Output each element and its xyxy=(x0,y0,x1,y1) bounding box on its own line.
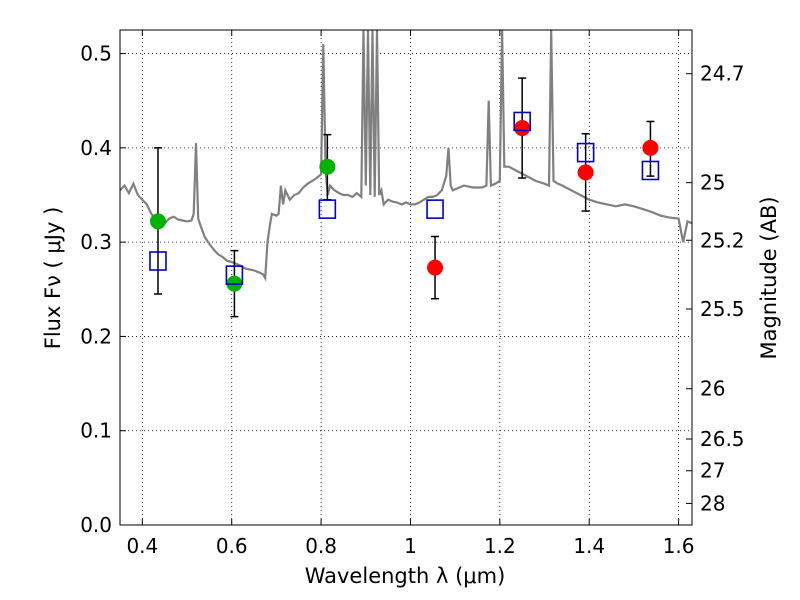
x-tick-label: 0.8 xyxy=(305,534,337,558)
model-square-marker xyxy=(318,199,337,219)
model-square-marker xyxy=(149,251,167,271)
y-axis-label: Flux Fν ( μJy ) xyxy=(41,207,65,350)
magnitude-tick-label: 26 xyxy=(700,377,725,401)
magnitude-axis-ticks: 24.7 25 25.2 25.5 26 26.5 27 28 xyxy=(686,62,745,515)
model-square-marker xyxy=(641,160,660,181)
x-tick-label: 1.2 xyxy=(484,534,516,558)
model-square-marker xyxy=(426,199,444,219)
x-tick-label: 1.4 xyxy=(573,534,605,558)
model-square-marker xyxy=(576,142,595,163)
x-axis-ticks: 0.4 0.6 0.8 1 1.2 1.4 1.6 xyxy=(126,30,695,558)
x-tick-label: 0.4 xyxy=(126,534,158,558)
model-square-marker xyxy=(225,265,244,285)
y-tick-label: 0.1 xyxy=(80,419,112,443)
x-tick-label: 0.6 xyxy=(216,534,248,558)
observed-red-point xyxy=(514,120,531,137)
magnitude-tick-label: 25 xyxy=(700,171,725,195)
observed-green-point xyxy=(149,213,166,230)
observed-red-point xyxy=(642,139,659,156)
plot-frame xyxy=(119,29,693,526)
magnitude-tick-label: 25.5 xyxy=(700,297,745,321)
x-tick-label: 1.6 xyxy=(663,534,695,558)
y-tick-label: 0.2 xyxy=(80,324,112,348)
y-tick-label: 0.5 xyxy=(80,42,112,66)
y-tick-label: 0.4 xyxy=(80,136,112,160)
spectrum-layer xyxy=(120,30,692,282)
model-square-marker xyxy=(513,111,531,132)
magnitude-tick-label: 24.7 xyxy=(700,62,745,86)
magnitude-axis-label: Magnitude (AB) xyxy=(757,196,781,359)
magnitude-tick-label: 25.2 xyxy=(700,228,745,252)
observed-red-point xyxy=(427,259,444,276)
observed-green-point xyxy=(319,158,336,175)
spectrum-line xyxy=(120,30,692,282)
y-tick-label: 0.0 xyxy=(80,513,112,537)
magnitude-tick-label: 27 xyxy=(700,459,725,483)
magnitude-tick-label: 28 xyxy=(700,491,725,515)
y-tick-label: 0.3 xyxy=(80,230,112,254)
x-axis-label: Wavelength λ (μm) xyxy=(305,564,506,588)
magnitude-tick-label: 26.5 xyxy=(700,427,745,451)
observed-red-point xyxy=(577,164,594,181)
markers-layer xyxy=(149,111,660,292)
y-axis-ticks: 0.0 0.1 0.2 0.3 0.4 0.5 xyxy=(80,42,126,537)
x-tick-label: 1 xyxy=(404,534,417,558)
